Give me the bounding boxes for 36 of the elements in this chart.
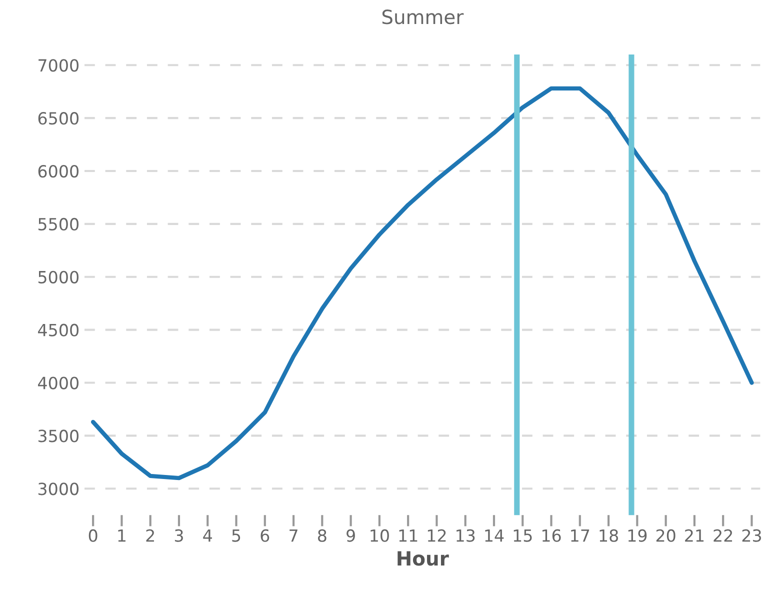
y-tick-label: 6000 bbox=[38, 164, 79, 178]
x-tick-label: 8 bbox=[318, 529, 326, 542]
x-tick-label: 17 bbox=[571, 530, 590, 542]
x-tick-label: 18 bbox=[600, 529, 618, 542]
x-tick-label: 20 bbox=[656, 529, 676, 542]
x-tick-label: 1 bbox=[118, 530, 126, 542]
x-tick-label: 22 bbox=[714, 529, 732, 542]
x-tick-label: 14 bbox=[485, 530, 504, 542]
x-tick-label: 3 bbox=[174, 529, 183, 542]
x-tick-label: 6 bbox=[260, 529, 270, 542]
x-tick-label: 5 bbox=[232, 530, 240, 542]
y-tick-label: 3500 bbox=[38, 430, 79, 442]
x-tick-label: 2 bbox=[146, 529, 154, 542]
x-tick-label: 11 bbox=[399, 530, 418, 542]
x-tick-label: 10 bbox=[370, 529, 389, 542]
x-tick-label: 19 bbox=[628, 529, 647, 542]
y-tick-label: 4000 bbox=[38, 376, 79, 390]
y-tick-label: 5000 bbox=[38, 270, 79, 284]
x-axis-title: Hour bbox=[398, 551, 449, 566]
x-tick-label: 0 bbox=[88, 529, 98, 542]
x-tick-label: 15 bbox=[514, 530, 532, 542]
x-tick-label: 13 bbox=[456, 529, 475, 542]
x-tick-label: 23 bbox=[742, 529, 761, 542]
line-series bbox=[90, 86, 754, 480]
x-tick-label: 4 bbox=[203, 530, 212, 542]
x-tick-label: 16 bbox=[542, 529, 561, 542]
x-tick-label: 12 bbox=[428, 529, 446, 542]
y-tick-label: 5500 bbox=[38, 218, 79, 231]
y-tick-label: 4500 bbox=[38, 324, 79, 336]
y-tick-label: 6500 bbox=[38, 112, 79, 125]
y-tick-label: 7000 bbox=[38, 59, 79, 72]
x-tick-label: 21 bbox=[685, 529, 704, 542]
x-tick-label: 9 bbox=[346, 529, 355, 542]
chart-title: Summer bbox=[382, 10, 464, 24]
y-tick-label: 3000 bbox=[38, 482, 79, 496]
x-tick-label: 7 bbox=[290, 530, 298, 542]
